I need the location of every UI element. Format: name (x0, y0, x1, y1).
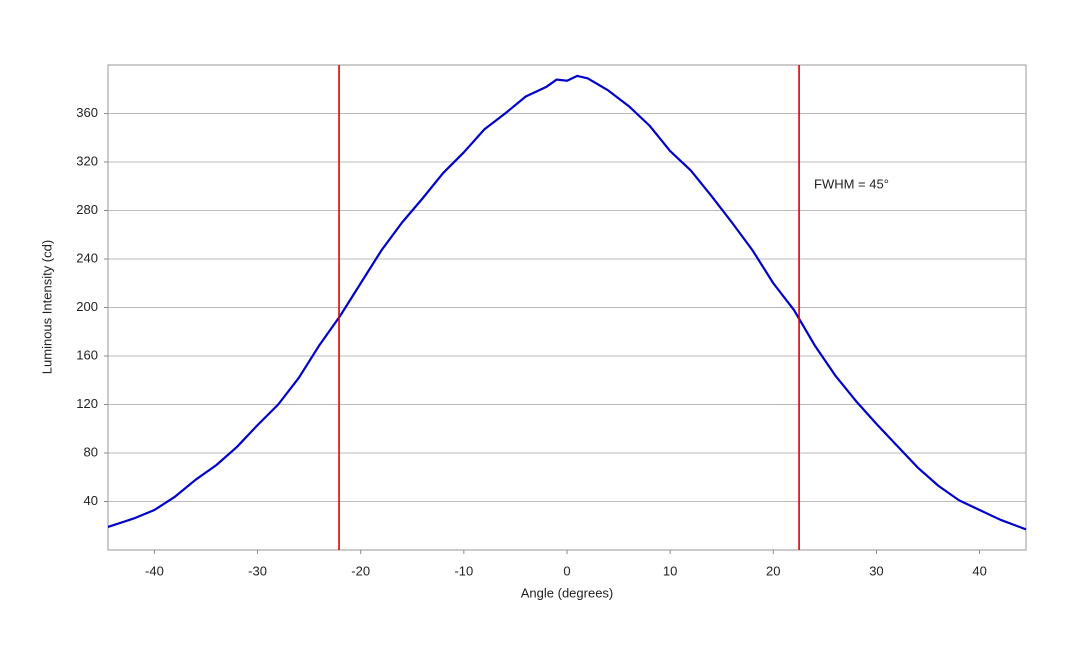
x-tick-label: 0 (563, 563, 570, 578)
annotation: FWHM = 45° (814, 176, 889, 191)
x-axis-label: Angle (degrees) (521, 585, 614, 600)
x-tick-label: -10 (454, 563, 473, 578)
x-tick-label: 10 (663, 563, 677, 578)
x-tick-label: -40 (145, 563, 164, 578)
y-tick-label: 160 (76, 347, 98, 362)
y-axis-label: Luminous Intensity (cd) (39, 240, 54, 374)
x-tick-label: -20 (351, 563, 370, 578)
y-tick-label: 80 (84, 444, 98, 459)
y-tick-label: 200 (76, 299, 98, 314)
x-tick-label: 20 (766, 563, 780, 578)
x-tick-label: -30 (248, 563, 267, 578)
x-tick-label: 30 (869, 563, 883, 578)
x-tick-label: 40 (972, 563, 986, 578)
y-tick-label: 280 (76, 202, 98, 217)
data-line (107, 74, 1027, 531)
y-tick-label: 120 (76, 396, 98, 411)
y-tick-label: 320 (76, 153, 98, 168)
y-tick-label: 240 (76, 250, 98, 265)
y-tick-label: 360 (76, 105, 98, 120)
plot-frame (107, 64, 1027, 551)
y-tick-label: 40 (84, 493, 98, 508)
